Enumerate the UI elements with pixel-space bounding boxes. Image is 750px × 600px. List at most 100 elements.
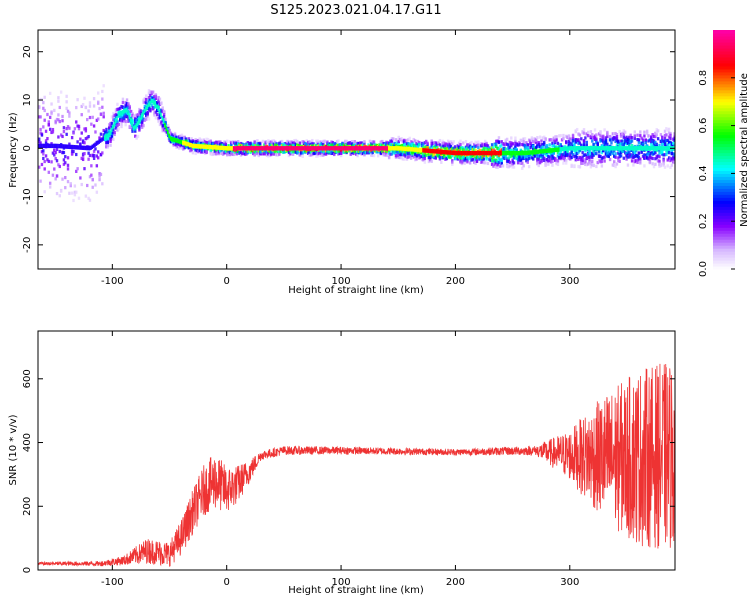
heatmap-ridge-cell	[541, 149, 544, 154]
heatmap-cell	[87, 109, 90, 113]
heatmap-cell	[540, 146, 543, 150]
heatmap-cell	[405, 157, 409, 161]
heatmap-cell	[92, 153, 96, 158]
heatmap-cell	[485, 146, 488, 150]
heatmap-cell	[484, 149, 487, 153]
heatmap-cell	[158, 97, 162, 101]
heatmap-ridge-cell	[371, 146, 374, 151]
heatmap-cell	[197, 150, 200, 154]
heatmap-cell	[138, 116, 141, 120]
heatmap-cell	[650, 156, 653, 160]
heatmap-cell	[50, 110, 53, 114]
colorbar-segment	[713, 218, 735, 222]
heatmap-cell	[300, 151, 303, 155]
heatmap-ridge-cell	[456, 150, 459, 156]
heatmap-ridge-cell	[533, 149, 536, 155]
heatmap-cell	[397, 155, 400, 159]
heatmap-cell	[398, 138, 402, 142]
heatmap-cell	[408, 136, 411, 140]
heatmap-cell	[411, 150, 414, 154]
heatmap-ridge-cell	[140, 114, 143, 120]
heatmap-cell	[613, 160, 616, 164]
heatmap-cell	[600, 138, 604, 142]
heatmap-ridge-cell	[68, 144, 70, 149]
heatmap-ridge-cell	[556, 147, 559, 152]
heatmap-cell	[291, 152, 295, 156]
heatmap-ridge-cell	[499, 150, 501, 156]
heatmap-cell	[226, 151, 229, 155]
heatmap-ridge-cell	[379, 146, 382, 151]
heatmap-ridge-cell	[581, 146, 584, 151]
heatmap-cell	[134, 119, 137, 124]
heatmap-cell	[622, 156, 626, 160]
heatmap-cell	[333, 142, 336, 146]
heatmap-cell	[109, 137, 112, 141]
heatmap-ridge-cell	[504, 150, 507, 156]
heatmap-ridge-cell	[312, 146, 315, 151]
heatmap-ridge-cell	[61, 144, 63, 149]
heatmap-cell	[160, 122, 163, 126]
heatmap-cell	[138, 110, 141, 114]
heatmap-cell	[662, 153, 665, 157]
heatmap-cell	[44, 139, 48, 143]
heatmap-ridge-cell	[231, 146, 234, 151]
heatmap-ridge-cell	[224, 145, 227, 151]
heatmap-cell	[80, 113, 83, 117]
heatmap-cell	[118, 118, 122, 122]
heatmap-cell	[538, 154, 542, 158]
heatmap-cell	[92, 124, 96, 128]
heatmap-cell	[147, 98, 151, 102]
heatmap-cell	[287, 150, 291, 155]
heatmap-cell	[477, 143, 480, 147]
heatmap-cell	[556, 159, 560, 163]
colorbar-segment	[713, 30, 735, 34]
heatmap-cell	[662, 159, 665, 163]
heatmap-ridge-cell	[58, 143, 61, 149]
heatmap-cell	[219, 140, 222, 144]
heatmap-cell	[633, 154, 637, 159]
heatmap-cell	[672, 141, 675, 145]
heatmap-cell	[51, 151, 55, 155]
heatmap-cell	[512, 155, 516, 160]
colorbar-segment	[713, 113, 735, 118]
heatmap-cell	[164, 129, 167, 133]
heatmap-cell	[589, 151, 593, 155]
heatmap-cell	[511, 153, 514, 157]
heatmap-ridge-cell	[243, 146, 246, 151]
heatmap-ridge-cell	[363, 146, 365, 151]
heatmap-cell	[112, 137, 115, 141]
heatmap-ridge-cell	[57, 143, 59, 149]
heatmap-cell	[626, 151, 630, 156]
heatmap-ridge-cell	[162, 119, 165, 125]
heatmap-ridge-cell	[466, 150, 468, 156]
heatmap-cell	[420, 155, 424, 159]
heatmap-cell	[62, 158, 66, 162]
heatmap-cell	[372, 154, 376, 158]
spectrogram-axes-frame	[37, 29, 676, 270]
heatmap-cell	[442, 141, 446, 145]
heatmap-cell	[38, 105, 41, 110]
heatmap-cell	[76, 140, 79, 144]
heatmap-cell	[578, 155, 582, 160]
heatmap-cell	[145, 97, 148, 102]
heatmap-cell	[634, 149, 638, 153]
heatmap-cell	[501, 142, 505, 146]
colorbar-gradient	[713, 30, 735, 270]
heatmap-cell	[112, 115, 115, 120]
colorbar-segment	[713, 266, 735, 270]
heatmap-cell	[559, 150, 562, 155]
x-tick-label: 0	[224, 276, 230, 287]
heatmap-ridge-cell	[570, 146, 573, 151]
colorbar-tick-label: 0.6	[698, 118, 709, 134]
heatmap-cell	[371, 151, 374, 155]
heatmap-cell	[296, 151, 299, 155]
heatmap-cell	[639, 160, 642, 164]
heatmap-cell	[448, 154, 451, 159]
heatmap-cell	[179, 144, 182, 148]
colorbar-segment	[713, 128, 735, 133]
heatmap-cell	[532, 139, 535, 144]
heatmap-cell	[562, 152, 565, 156]
heatmap-cell	[161, 127, 164, 131]
heatmap-cell	[630, 154, 634, 158]
heatmap-cell	[308, 153, 311, 158]
